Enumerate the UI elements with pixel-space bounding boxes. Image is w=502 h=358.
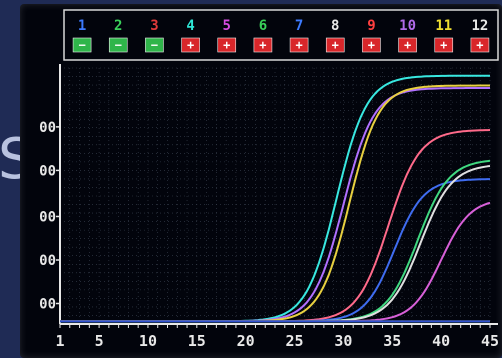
well-status-chip bbox=[289, 37, 309, 53]
well-number-label: 12 bbox=[471, 18, 488, 34]
well-number-label: 3 bbox=[150, 18, 158, 34]
well-status-symbol: + bbox=[404, 38, 411, 52]
well-status-chip bbox=[325, 37, 345, 53]
x-tick-label: 45 bbox=[481, 332, 499, 350]
well-number-label: 2 bbox=[114, 18, 122, 34]
y-tick-label: 00 bbox=[39, 209, 56, 225]
well-status-chip bbox=[145, 37, 164, 53]
well-number-label: 8 bbox=[331, 18, 339, 34]
well-number-label: 6 bbox=[259, 18, 267, 34]
well-number-label: 9 bbox=[367, 18, 375, 34]
well-status-symbol: − bbox=[151, 38, 158, 52]
x-tick-label: 30 bbox=[334, 332, 352, 350]
well-status-chip bbox=[108, 37, 128, 53]
amplification-chart: 1−2−3−4+5+6+7+8+9+10+11+12+ 1 5 10 15 20 25 30… bbox=[39, 9, 499, 350]
well-number-label: 10 bbox=[399, 18, 416, 34]
x-tick-label: 1 bbox=[55, 332, 64, 350]
well-number-label: 7 bbox=[295, 18, 303, 34]
y-tick-label: 00 bbox=[39, 253, 56, 269]
well-status-symbol: − bbox=[115, 38, 122, 52]
x-tick-label: 25 bbox=[286, 332, 304, 350]
x-tick-label: 5 bbox=[95, 332, 104, 350]
well-status-chip bbox=[434, 37, 454, 53]
well-number-label: 11 bbox=[435, 18, 452, 34]
well-status-chip bbox=[470, 37, 490, 53]
x-axis-ticks: 1 5 10 15 20 25 30 35 40 45 bbox=[55, 332, 499, 350]
x-tick-label: 20 bbox=[237, 332, 255, 350]
well-status-symbol: + bbox=[332, 38, 339, 52]
well-status-symbol: + bbox=[440, 38, 447, 52]
x-tick-label: 35 bbox=[383, 332, 401, 350]
well-status-symbol: + bbox=[259, 38, 266, 52]
thermocycler-display: 1−2−3−4 +5 +6 +7 +8 +9 +10 +11 +12 + 1 5 10 15 20 25 30… bbox=[20, 4, 502, 358]
well-status-chip bbox=[362, 37, 381, 53]
x-tick-label: 15 bbox=[188, 332, 206, 350]
well-number-label: 5 bbox=[223, 18, 231, 34]
well-status-symbol: + bbox=[368, 38, 375, 52]
y-tick-label: 00 bbox=[39, 163, 56, 179]
well-number-label: 1 bbox=[78, 18, 86, 34]
well-status-header: 1 − 2 − 3 − 4 +5 +6 +7 +8 +9 +10 +11 +12 + bbox=[63, 9, 499, 61]
well-status-symbol: + bbox=[223, 38, 230, 52]
amplification-curve bbox=[60, 165, 491, 323]
well-status-chip bbox=[217, 37, 237, 53]
chart-axes bbox=[59, 64, 498, 328]
well-status-chip bbox=[398, 37, 417, 53]
chart-grid bbox=[59, 67, 491, 325]
y-axis-ticks: 00 00 00 00 00 bbox=[39, 120, 60, 313]
x-tick-label: 10 bbox=[139, 332, 157, 350]
well-status-symbol: + bbox=[187, 38, 194, 52]
well-status-symbol: + bbox=[295, 38, 302, 52]
well-number-label: 4 bbox=[186, 18, 194, 34]
well-status-chip bbox=[72, 37, 92, 53]
header-frame bbox=[63, 9, 499, 61]
y-tick-label: 00 bbox=[39, 297, 56, 313]
well-status-symbol: + bbox=[476, 38, 483, 52]
well-status-chip bbox=[181, 37, 200, 53]
y-tick-label: 00 bbox=[39, 120, 56, 136]
well-status-chip bbox=[253, 37, 273, 53]
x-tick-label: 40 bbox=[432, 332, 450, 350]
well-status-symbol: − bbox=[78, 38, 85, 52]
amplification-curves bbox=[60, 74, 491, 323]
